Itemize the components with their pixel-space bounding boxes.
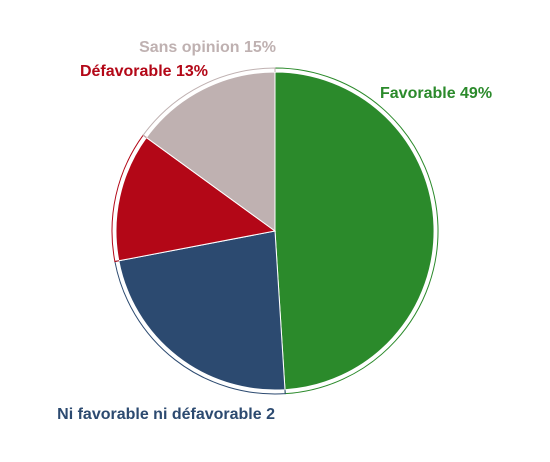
pie-slice-defavorable [115, 136, 277, 262]
label-bracket-sans-opinion [142, 67, 276, 138]
slice-label-defavorable: Défavorable 13% [80, 63, 208, 80]
label-bracket-defavorable [111, 134, 147, 263]
slice-labels: Favorable 49% Ni favorable ni défavorable… [57, 39, 492, 423]
pie-slice-neutral [118, 230, 286, 391]
slice-label-favorable: Favorable 49% [380, 85, 492, 102]
label-bracket-favorable [274, 67, 439, 395]
pie-slice-sans-opinion [145, 71, 276, 232]
pie-slices [115, 71, 435, 391]
label-brackets [111, 67, 439, 395]
slice-label-sans-opinion: Sans opinion 15% [139, 39, 276, 56]
label-bracket-neutral [114, 260, 286, 395]
pie-slice-favorable [274, 71, 435, 391]
slice-label-neutral: Ni favorable ni défavorable 2 [57, 406, 275, 423]
